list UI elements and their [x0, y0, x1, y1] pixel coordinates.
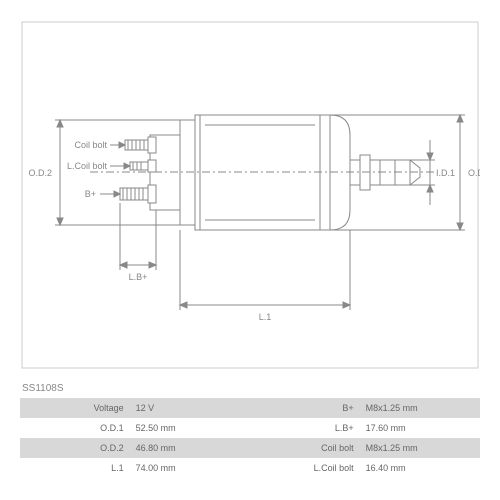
- spec-label: O.D.1: [20, 418, 130, 438]
- specs-table: Voltage12 VB+M8x1.25 mmO.D.152.50 mmL.B+…: [20, 398, 480, 478]
- table-row: L.174.00 mmL.Coil bolt16.40 mm: [20, 458, 480, 478]
- spec-label: L.B+: [250, 418, 360, 438]
- lcoil-bolt-label: L.Coil bolt: [67, 161, 108, 171]
- spec-value: M8x1.25 mm: [360, 438, 480, 458]
- spec-value: 12 V: [130, 398, 250, 418]
- spec-value: M8x1.25 mm: [360, 398, 480, 418]
- spec-label: O.D.2: [20, 438, 130, 458]
- spec-value: 16.40 mm: [360, 458, 480, 478]
- technical-diagram: O.D.2 O.D.1 I.D.1 L.1 L.B+ B+: [20, 20, 480, 370]
- l1-label: L.1: [259, 312, 272, 322]
- lbplus-label: L.B+: [129, 272, 148, 282]
- spec-label: L.Coil bolt: [250, 458, 360, 478]
- spec-value: 52.50 mm: [130, 418, 250, 438]
- table-row: Voltage12 VB+M8x1.25 mm: [20, 398, 480, 418]
- part-number: SS1108S: [22, 383, 64, 394]
- spec-value: 46.80 mm: [130, 438, 250, 458]
- spec-value: 17.60 mm: [360, 418, 480, 438]
- spec-value: 74.00 mm: [130, 458, 250, 478]
- spec-label: Coil bolt: [250, 438, 360, 458]
- id1-label: I.D.1: [436, 168, 455, 178]
- spec-label: Voltage: [20, 398, 130, 418]
- spec-label: L.1: [20, 458, 130, 478]
- od2-label: O.D.2: [28, 168, 52, 178]
- spec-label: B+: [250, 398, 360, 418]
- coil-bolt-label: Coil bolt: [74, 140, 107, 150]
- od1-label: O.D.1: [468, 168, 480, 178]
- table-row: O.D.152.50 mmL.B+17.60 mm: [20, 418, 480, 438]
- bplus-label: B+: [85, 189, 96, 199]
- table-row: O.D.246.80 mmCoil boltM8x1.25 mm: [20, 438, 480, 458]
